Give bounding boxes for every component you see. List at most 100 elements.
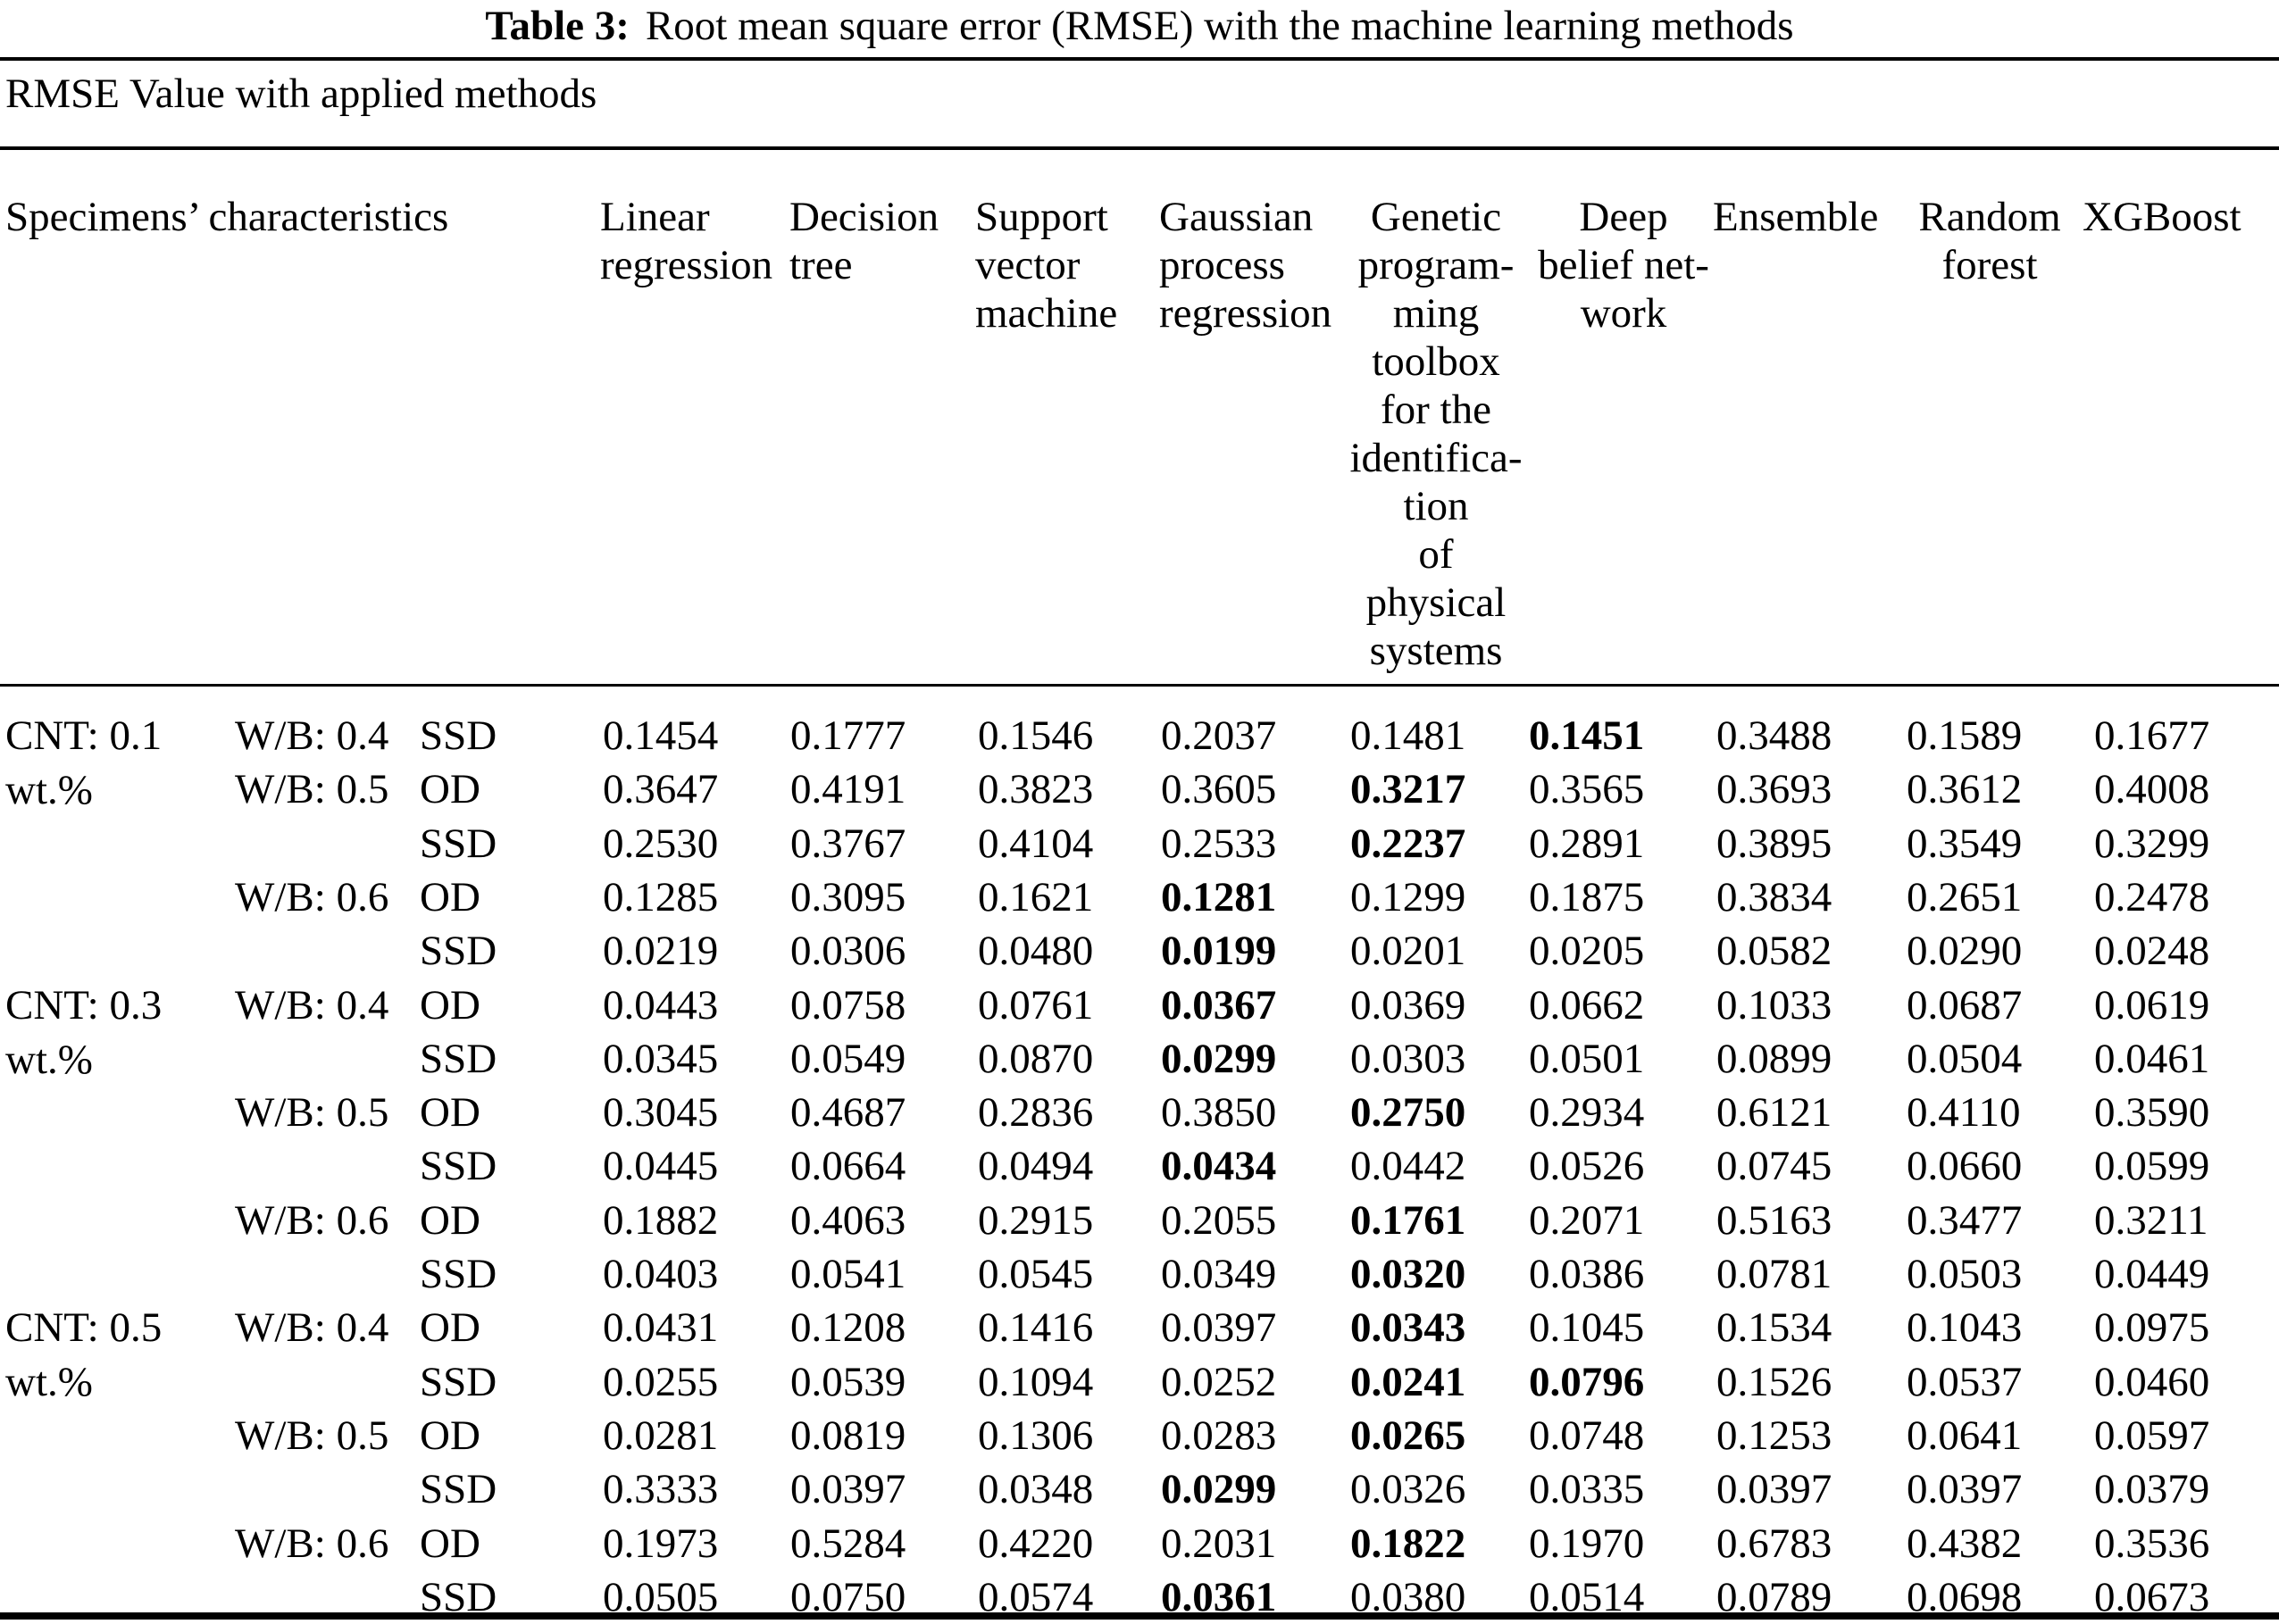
rmse-value: 0.0343 [1350, 1304, 1466, 1352]
wb-ratio-label: W/B: 0.6 [235, 1520, 389, 1567]
condition-label: OD [420, 1089, 480, 1137]
rmse-value: 0.1882 [603, 1196, 719, 1244]
table-row: CNT: 0.3 wt.% W/B: 0.4 OD 0.0443 0.0758 0.0761… [0, 979, 2279, 1083]
cnt-group-label: CNT: 0.1 wt.% [5, 709, 162, 818]
rmse-value: 0.0431 [603, 1304, 719, 1352]
table-row: CNT: 0.5 wt.% W/B: 0.4 OD 0.0431 0.1208 0.1416… [0, 1301, 2279, 1405]
rmse-value: 0.0348 [978, 1466, 1094, 1513]
table-title-text: Root mean square error (RMSE) with the m… [645, 3, 1794, 49]
rmse-value: 0.1677 [2094, 712, 2210, 759]
column-header-line: tion [1403, 483, 1469, 529]
rmse-value: 0.3536 [2094, 1520, 2210, 1567]
rmse-value: 0.0781 [1716, 1251, 1832, 1297]
condition-label: OD [420, 1520, 480, 1567]
column-header-line: systems [1369, 628, 1503, 674]
rmse-value: 0.0349 [1161, 1251, 1277, 1297]
rmse-value: 0.0899 [1716, 1035, 1832, 1082]
column-header-gaussian-process-regression: Gaussian process regression [1159, 193, 1338, 337]
rmse-value: 0.0761 [978, 981, 1094, 1029]
rmse-value: 0.1253 [1716, 1412, 1832, 1459]
column-header-line: XGBoost [2083, 194, 2241, 240]
rmse-value: 0.0320 [1350, 1251, 1466, 1297]
rmse-value: 0.0745 [1716, 1143, 1832, 1190]
rmse-value: 0.0664 [790, 1143, 906, 1190]
rmse-value: 0.0504 [1907, 1035, 2023, 1082]
condition-label: SSD [420, 712, 497, 759]
rmse-value: 0.2055 [1161, 1196, 1277, 1244]
rmse-value: 0.3605 [1161, 766, 1277, 813]
column-header-line: vector [975, 242, 1081, 288]
column-header-line: Ensemble [1713, 194, 1879, 240]
rmse-value: 0.3488 [1716, 712, 1832, 759]
rmse-value: 0.4110 [1907, 1089, 2021, 1137]
rmse-value: 0.0819 [790, 1412, 906, 1459]
wb-ratio-label: W/B: 0.5 [235, 1412, 389, 1459]
table-row: W/B: 0.5 OD 0.0281 0.0819 0.1306 0.0283 0.0265… [0, 1409, 2279, 1462]
column-header-line: Linear [600, 194, 710, 240]
rmse-value: 0.0748 [1529, 1412, 1645, 1459]
rmse-value: 0.0599 [2094, 1143, 2210, 1190]
rmse-value: 0.0335 [1529, 1466, 1645, 1513]
cnt-group-label: CNT: 0.3 wt.% [5, 979, 162, 1087]
column-header-decision-tree: Decision tree [789, 193, 975, 289]
wb-ratio-label: W/B: 0.6 [235, 873, 389, 920]
cnt-group-label: CNT: 0.5 wt.% [5, 1301, 162, 1410]
rmse-value: 0.0870 [978, 1035, 1094, 1082]
rmse-value: 0.1875 [1529, 873, 1645, 920]
rmse-value: 0.0526 [1529, 1143, 1645, 1190]
rmse-value: 0.0367 [1161, 981, 1277, 1029]
rmse-value: 0.0397 [1716, 1466, 1832, 1513]
rmse-value: 0.5163 [1716, 1196, 1832, 1244]
rmse-value: 0.2478 [2094, 873, 2210, 920]
rmse-value: 0.0975 [2094, 1304, 2210, 1352]
rmse-value: 0.3045 [603, 1089, 719, 1137]
column-header-line: ming [1392, 290, 1480, 337]
rmse-value: 0.0449 [2094, 1251, 2210, 1297]
table-row: W/B: 0.6 OD 0.1973 0.5284 0.4220 0.2031 0.1822… [0, 1517, 2279, 1570]
rmse-value: 0.1451 [1529, 712, 1645, 759]
rmse-value: 0.3299 [2094, 820, 2210, 867]
column-header-line: machine [975, 290, 1118, 337]
rmse-value: 0.0369 [1350, 981, 1466, 1029]
column-header-deep-belief-network: Deep belief net-work [1525, 193, 1722, 337]
rmse-value: 0.0501 [1529, 1035, 1645, 1082]
rmse-value: 0.5284 [790, 1520, 906, 1567]
column-header-line: Deep [1579, 194, 1668, 240]
rmse-value: 0.0641 [1907, 1412, 2023, 1459]
rmse-value: 0.1822 [1350, 1520, 1466, 1567]
rmse-value: 0.0201 [1350, 928, 1466, 975]
rmse-value: 0.3333 [603, 1466, 719, 1513]
column-header-line: forest [1941, 242, 2038, 288]
rmse-value: 0.3850 [1161, 1089, 1277, 1137]
rmse-value: 0.0494 [978, 1143, 1094, 1190]
rmse-value: 0.4382 [1907, 1520, 2023, 1567]
rmse-value: 0.0281 [603, 1412, 719, 1459]
column-header-line: regression [600, 242, 773, 288]
rmse-value: 0.0461 [2094, 1035, 2210, 1082]
rmse-value: 0.0443 [603, 981, 719, 1029]
column-header-line: identifica- [1349, 435, 1523, 481]
column-header-line: Decision [789, 194, 939, 240]
column-header-support-vector-machine: Support vector machine [975, 193, 1159, 337]
rmse-value: 0.1033 [1716, 981, 1832, 1029]
rmse-value: 0.0549 [790, 1035, 906, 1082]
cnt-group-label-line: wt.% [5, 767, 93, 813]
rmse-value: 0.3549 [1907, 820, 2023, 867]
rmse-value: 0.0537 [1907, 1358, 2023, 1405]
rmse-value: 0.0265 [1350, 1412, 1466, 1459]
bottom-rule [0, 1612, 2279, 1620]
rmse-value: 0.0299 [1161, 1466, 1277, 1513]
rmse-value: 0.1970 [1529, 1520, 1645, 1567]
rmse-value: 0.0662 [1529, 981, 1645, 1029]
rmse-value: 0.3095 [790, 873, 906, 920]
table-row: SSD 0.0403 0.0541 0.0545 0.0349 0.0320 0.0386 0… [0, 1247, 2279, 1301]
rmse-value: 0.0541 [790, 1251, 906, 1297]
rmse-value: 0.1299 [1350, 873, 1466, 920]
cnt-group-label-line: wt.% [5, 1359, 93, 1406]
table-row: W/B: 0.5 OD 0.3647 0.4191 0.3823 0.3605 0.3217… [0, 762, 2279, 816]
rmse-value: 0.3612 [1907, 766, 2023, 813]
table-row: CNT: 0.1 wt.% W/B: 0.4 SSD 0.1454 0.1777 0.154… [0, 709, 2279, 813]
rmse-value: 0.0255 [603, 1358, 719, 1405]
condition-label: OD [420, 766, 480, 813]
rmse-value: 0.0345 [603, 1035, 719, 1082]
